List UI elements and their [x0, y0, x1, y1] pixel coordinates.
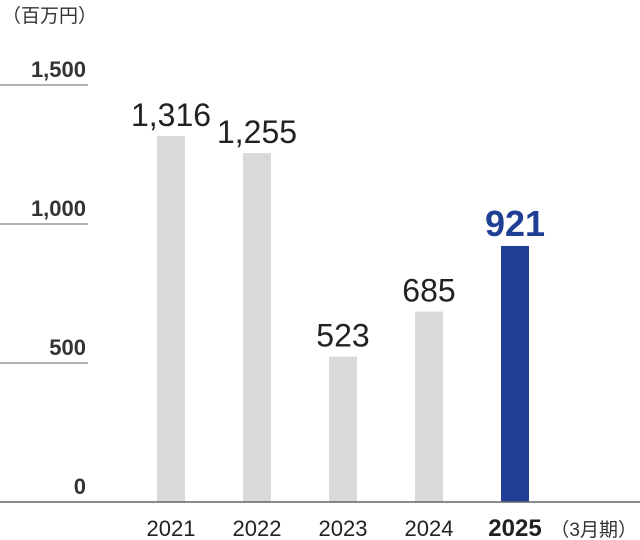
bar-2022 [243, 153, 271, 503]
x-axis: 2021 2022 2023 2024 2025 [147, 515, 542, 540]
x-tick-label-2023: 2023 [319, 516, 368, 540]
y-tick-label: 1,000 [31, 196, 86, 221]
x-tick-label-2024: 2024 [405, 516, 454, 540]
bars [157, 136, 529, 503]
data-label-2024: 685 [402, 273, 455, 309]
y-tick-label: 1,500 [31, 57, 86, 82]
bar-2021 [157, 136, 185, 503]
data-label-2021: 1,316 [131, 97, 211, 133]
y-tick-label: 500 [49, 335, 86, 360]
x-tick-label-2025: 2025 [488, 515, 541, 540]
data-label-2023: 523 [316, 318, 369, 354]
bar-2023 [329, 356, 357, 502]
period-label: （3月期） [550, 519, 637, 540]
x-tick-label-2022: 2022 [233, 516, 282, 540]
data-label-2025: 921 [485, 203, 545, 244]
y-axis: 1,500 1,000 500 0 [0, 57, 88, 499]
x-tick-label-2021: 2021 [147, 516, 196, 540]
bar-2024 [415, 311, 443, 502]
y-tick-label: 0 [74, 474, 86, 499]
data-label-2022: 1,255 [217, 114, 297, 150]
data-labels: 1,316 1,255 523 685 921 [131, 97, 545, 353]
bar-2025 [501, 245, 529, 502]
unit-label: （百万円） [2, 5, 97, 27]
